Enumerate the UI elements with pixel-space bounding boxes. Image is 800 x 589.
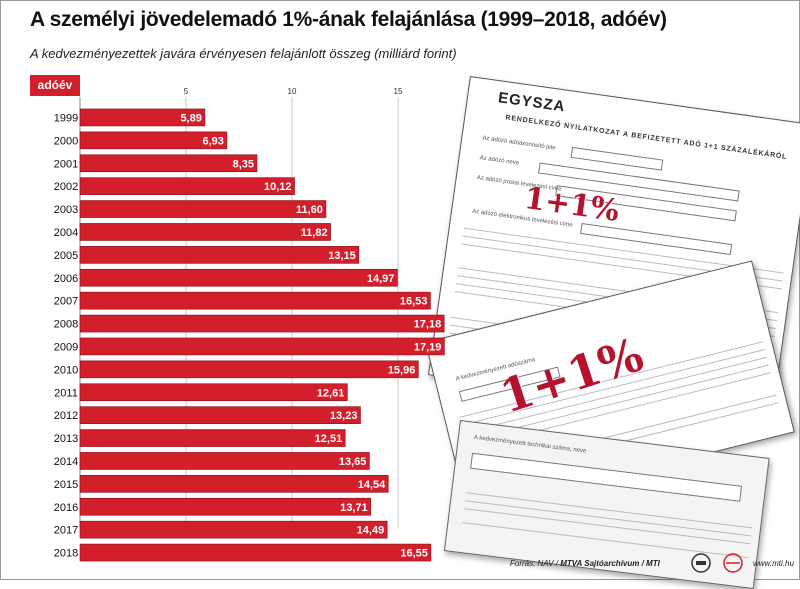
category-label: 2015	[54, 479, 78, 491]
bar	[79, 291, 431, 310]
category-label: 2017	[54, 525, 78, 537]
category-label: 2006	[54, 273, 78, 285]
category-label: 2007	[54, 296, 78, 308]
bar	[79, 200, 327, 218]
year-axis-badge: adóév	[30, 75, 80, 96]
chart-subtitle: A kedvezményezettek javára érvényesen fe…	[30, 46, 457, 61]
bar	[79, 268, 398, 287]
value-label: 12,61	[317, 387, 345, 399]
bar	[79, 337, 445, 356]
mtva-logo-icon	[691, 553, 711, 573]
category-label: 2002	[54, 181, 78, 193]
value-label: 14,97	[367, 273, 395, 285]
chart-title: A személyi jövedelemadó 1%-ának felajánl…	[30, 8, 667, 31]
x-tick-label: 5	[184, 87, 189, 96]
bar	[79, 223, 331, 241]
bar	[79, 108, 206, 127]
x-tick-label: 15	[394, 87, 403, 96]
x-tick-label: 10	[288, 87, 297, 96]
value-label: 11,82	[301, 227, 328, 239]
bar	[79, 497, 371, 516]
source-agency: MTVA Sajtóarchívum / MTI	[560, 559, 660, 568]
value-label: 15,96	[388, 364, 416, 376]
bar	[79, 429, 346, 447]
bar	[79, 154, 258, 173]
category-label: 2012	[54, 410, 78, 422]
category-label: 2018	[54, 548, 78, 560]
bar	[79, 314, 445, 333]
category-label: 2000	[54, 135, 78, 147]
value-label: 16,53	[400, 296, 428, 308]
category-label: 2005	[54, 250, 78, 262]
bar	[79, 475, 389, 493]
source-credit: Forrás: NAV / MTVA Sajtóarchívum / MTI	[510, 559, 660, 568]
value-label: 14,54	[358, 479, 386, 491]
value-label: 14,49	[357, 525, 385, 537]
mti-logo-icon	[723, 553, 743, 573]
bar	[79, 131, 228, 150]
bar	[79, 383, 348, 402]
bar	[79, 520, 388, 539]
bar	[79, 177, 295, 195]
value-label: 17,18	[414, 319, 442, 331]
category-label: 2011	[54, 387, 78, 399]
category-label: 2001	[54, 158, 78, 170]
category-label: 2013	[54, 433, 78, 445]
value-label: 13,15	[328, 250, 356, 262]
value-label: 8,35	[233, 158, 254, 170]
category-label: 1999	[54, 112, 78, 124]
category-label: 2010	[54, 364, 78, 376]
value-label: 13,65	[339, 456, 367, 468]
bar	[79, 452, 370, 470]
value-label: 16,55	[400, 548, 428, 560]
bar	[79, 406, 361, 424]
category-label: 2009	[54, 341, 78, 353]
site-url: www.mti.hu	[753, 559, 794, 568]
category-label: 2004	[54, 227, 78, 239]
category-label: 2014	[54, 456, 78, 468]
value-label: 11,60	[296, 204, 323, 216]
value-label: 5,89	[180, 112, 201, 124]
category-label: 2003	[54, 204, 78, 216]
value-label: 17,19	[414, 341, 442, 353]
bar	[79, 246, 360, 264]
bar	[79, 543, 432, 562]
source-prefix: Forrás: NAV /	[510, 559, 561, 568]
category-label: 2008	[54, 319, 78, 331]
value-label: 6,93	[202, 135, 223, 147]
bar	[79, 360, 419, 379]
value-label: 12,51	[315, 433, 343, 445]
value-label: 10,12	[264, 181, 292, 193]
category-label: 2016	[54, 502, 78, 514]
value-label: 13,71	[340, 502, 368, 514]
value-label: 13,23	[330, 410, 358, 422]
